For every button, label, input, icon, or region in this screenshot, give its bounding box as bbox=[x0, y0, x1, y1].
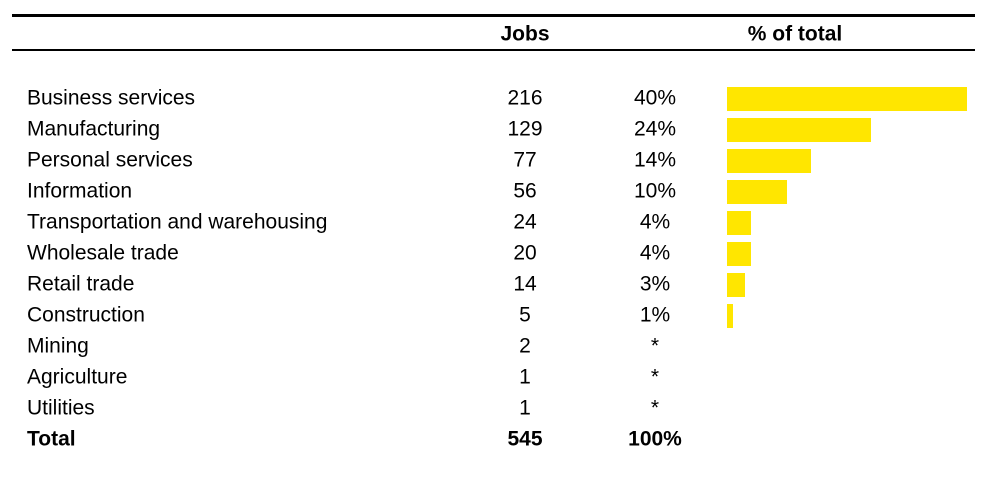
bar bbox=[727, 304, 733, 328]
bar bbox=[727, 211, 751, 235]
share: 40% bbox=[634, 87, 676, 110]
row-label: Manufacturing bbox=[27, 118, 160, 141]
row-label: Retail trade bbox=[27, 273, 134, 296]
jobs: 1 bbox=[519, 366, 531, 389]
row-label: Total bbox=[27, 428, 76, 451]
share: 10% bbox=[634, 180, 676, 203]
row-label: Personal services bbox=[27, 149, 193, 172]
jobs: 2 bbox=[519, 335, 531, 358]
header-share: % of total bbox=[748, 23, 843, 46]
header-jobs: Jobs bbox=[500, 23, 549, 46]
bar bbox=[727, 87, 967, 111]
top-rule bbox=[12, 14, 975, 17]
jobs: 77 bbox=[513, 149, 536, 172]
header-rule bbox=[12, 49, 975, 51]
share: 4% bbox=[640, 211, 670, 234]
share: * bbox=[651, 397, 659, 420]
bar bbox=[727, 118, 871, 142]
jobs: 24 bbox=[513, 211, 537, 234]
share: 100% bbox=[628, 428, 682, 451]
row-label: Wholesale trade bbox=[27, 242, 179, 265]
share: 14% bbox=[634, 149, 676, 172]
share: * bbox=[651, 335, 659, 358]
row-label: Mining bbox=[27, 335, 89, 358]
jobs: 216 bbox=[507, 87, 542, 110]
share: * bbox=[651, 366, 659, 389]
bar bbox=[727, 273, 745, 297]
row-label: Information bbox=[27, 180, 132, 203]
share: 3% bbox=[640, 273, 670, 296]
jobs: 20 bbox=[513, 242, 536, 265]
share: 4% bbox=[640, 242, 670, 265]
share: 24% bbox=[634, 118, 676, 141]
row-label: Utilities bbox=[27, 397, 95, 420]
row-label: Transportation and warehousing bbox=[27, 211, 327, 234]
jobs: 5 bbox=[519, 304, 531, 327]
bar bbox=[727, 180, 787, 204]
row-label: Agriculture bbox=[27, 366, 127, 389]
share: 1% bbox=[640, 304, 670, 327]
row-label: Business services bbox=[27, 87, 195, 110]
jobs: 1 bbox=[519, 397, 531, 420]
bar bbox=[727, 149, 811, 173]
bar bbox=[727, 242, 751, 266]
jobs: 56 bbox=[513, 180, 536, 203]
jobs: 545 bbox=[507, 428, 542, 451]
row-label: Construction bbox=[27, 304, 145, 327]
jobs: 14 bbox=[513, 273, 537, 296]
jobs: 129 bbox=[507, 118, 542, 141]
